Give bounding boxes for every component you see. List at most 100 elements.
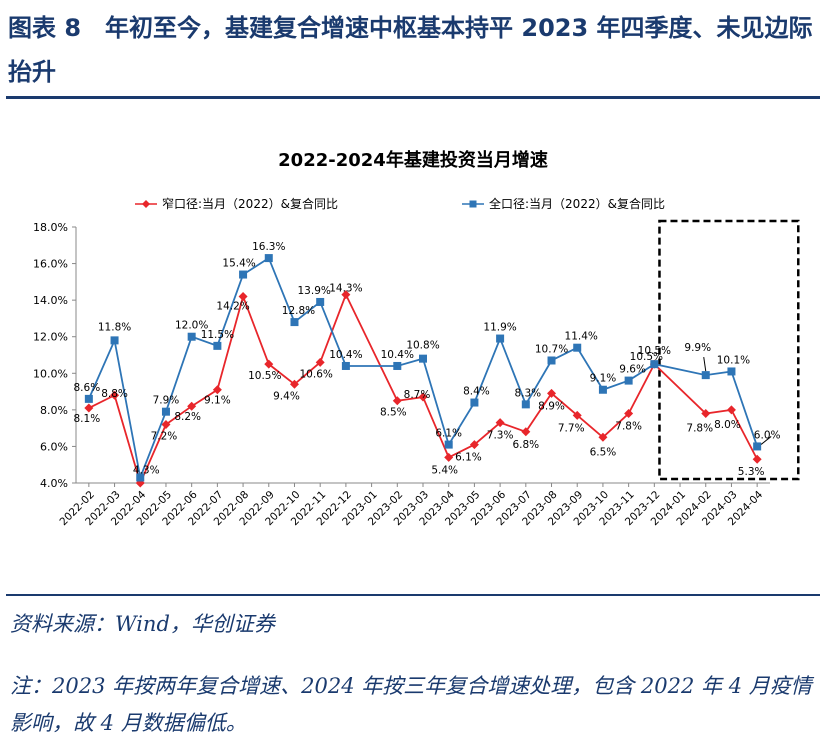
series-point (289, 379, 299, 389)
y-tick-label: 14.0% (33, 294, 68, 307)
footer-divider (6, 594, 820, 596)
data-label: 8.2% (174, 411, 201, 423)
series-point (547, 356, 556, 365)
series-point (444, 440, 453, 449)
series-point (84, 394, 93, 403)
data-label: 9.4% (273, 390, 300, 402)
data-label: 8.0% (714, 419, 741, 431)
y-tick-label: 6.0% (40, 440, 68, 453)
data-label: 11.9% (483, 322, 516, 334)
series-point (547, 388, 557, 398)
series-point (316, 297, 325, 306)
source-text: 资料来源：Wind，华创证券 (10, 612, 275, 636)
data-label: 11.5% (201, 329, 234, 341)
data-label: 8.1% (74, 413, 101, 425)
series-point (726, 405, 736, 415)
data-label: 5.4% (431, 464, 458, 476)
data-label: 7.9% (153, 395, 180, 407)
series-point (521, 400, 530, 409)
data-label: 10.7% (535, 343, 568, 355)
legend-marker (142, 200, 150, 208)
series-point (213, 341, 222, 350)
series-point (650, 360, 659, 369)
series-point (341, 290, 351, 300)
series-point (496, 334, 505, 343)
y-tick-label: 18.0% (33, 221, 68, 234)
leader-line (703, 357, 707, 372)
series-point (419, 354, 427, 363)
chart-title: 2022-2024年基建投资当月增速 (278, 149, 548, 171)
data-label: 9.1% (204, 395, 231, 407)
series-point (469, 440, 479, 450)
data-label: 10.4% (329, 349, 362, 361)
chart-legend: 窄口径:当月（2022）&复合同比 全口径:当月（2022）&复合同比 (135, 196, 665, 211)
series-point (264, 359, 274, 369)
y-tick-label: 4.0% (40, 477, 68, 490)
series-point (290, 318, 299, 327)
series-point (701, 409, 711, 419)
data-label: 5.3% (738, 466, 765, 478)
series-point (393, 361, 402, 370)
data-label: 9.9% (684, 342, 711, 354)
data-label: 14.2% (216, 300, 249, 312)
chart-series (84, 254, 762, 488)
data-label: 8.3% (514, 387, 541, 399)
highlight-box (658, 219, 800, 481)
series-point (572, 410, 582, 420)
series-point (239, 270, 248, 279)
series-point (212, 385, 222, 395)
data-label: 14.3% (329, 283, 362, 295)
data-label: 9.6% (619, 364, 646, 376)
data-label: 15.4% (222, 258, 255, 270)
series-point (521, 427, 531, 437)
data-label: 7.8% (615, 421, 642, 433)
legend-marker (469, 200, 477, 208)
series-point (573, 343, 582, 352)
data-label: 4.3% (133, 465, 160, 477)
data-label: 6.0% (754, 429, 781, 441)
data-label: 7.2% (151, 430, 178, 442)
data-label: 6.8% (512, 439, 539, 451)
leader-line (760, 436, 772, 445)
series-point (110, 336, 119, 345)
series-point (110, 390, 120, 400)
series-point (341, 361, 350, 370)
y-tick-label: 16.0% (33, 258, 68, 271)
series-point (470, 398, 479, 407)
legend-label: 窄口径:当月（2022）&复合同比 (162, 196, 338, 211)
series-point (727, 367, 736, 376)
series-point (264, 254, 273, 263)
data-label: 8.9% (538, 400, 565, 412)
series-point (598, 432, 608, 442)
legend-label: 全口径:当月（2022）&复合同比 (489, 196, 665, 211)
y-tick-label: 10.0% (33, 367, 68, 380)
data-label: 8.5% (380, 407, 407, 419)
data-label: 11.4% (565, 331, 598, 343)
data-label: 10.5% (638, 345, 671, 357)
note-text: 注：2023 年按两年复合增速、2024 年按三年复合增速处理，包含 2022 … (10, 674, 812, 735)
y-tick-label: 12.0% (33, 331, 68, 344)
title-divider (6, 96, 820, 99)
series-point (598, 385, 607, 394)
data-label: 8.4% (463, 386, 490, 398)
data-label: 11.8% (98, 321, 131, 333)
series-point (161, 407, 170, 416)
data-label: 13.9% (298, 285, 331, 297)
data-label: 6.1% (435, 428, 462, 440)
data-label: 7.7% (558, 422, 585, 434)
figure-title: 图表 8 年初至今，基建复合增速中枢基本持平 2023 年四季度、未见边际抬升 (8, 14, 813, 86)
series-point (624, 409, 634, 419)
series-point (495, 418, 505, 428)
data-label: 8.7% (404, 389, 431, 401)
data-label: 6.5% (590, 446, 617, 458)
data-label: 7.3% (487, 430, 514, 442)
data-label: 10.5% (630, 351, 663, 363)
series-point (238, 291, 248, 301)
data-label: 10.4% (381, 349, 414, 361)
series-point (392, 396, 402, 406)
data-label: 16.3% (252, 241, 285, 253)
data-label: 12.0% (175, 320, 208, 332)
series-point (187, 332, 196, 341)
highlight-rect (658, 219, 800, 481)
data-label: 6.1% (455, 452, 482, 464)
